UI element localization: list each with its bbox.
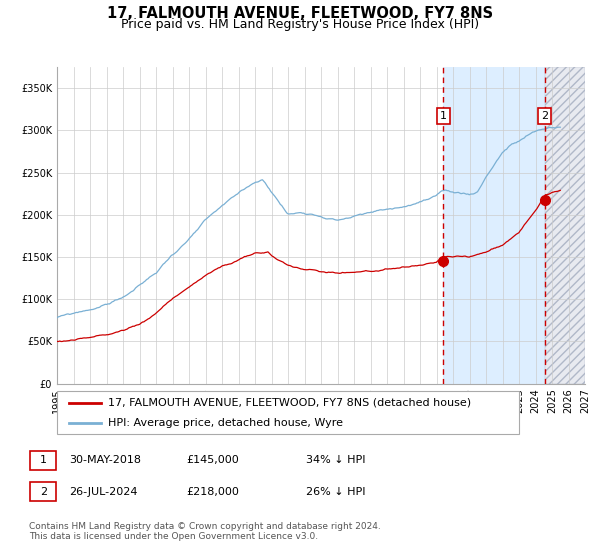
Text: 17, FALMOUTH AVENUE, FLEETWOOD, FY7 8NS (detached house): 17, FALMOUTH AVENUE, FLEETWOOD, FY7 8NS …: [108, 398, 471, 408]
Text: Price paid vs. HM Land Registry's House Price Index (HPI): Price paid vs. HM Land Registry's House …: [121, 18, 479, 31]
Text: 1: 1: [440, 111, 447, 122]
Bar: [443, 67, 545, 384]
Text: £218,000: £218,000: [186, 487, 239, 497]
Text: 2: 2: [541, 111, 548, 122]
Text: £145,000: £145,000: [186, 455, 239, 465]
Bar: [545, 67, 585, 384]
Text: Contains HM Land Registry data © Crown copyright and database right 2024.
This d: Contains HM Land Registry data © Crown c…: [29, 522, 380, 542]
Bar: [545, 67, 585, 384]
Text: 30-MAY-2018: 30-MAY-2018: [69, 455, 141, 465]
Text: 17, FALMOUTH AVENUE, FLEETWOOD, FY7 8NS: 17, FALMOUTH AVENUE, FLEETWOOD, FY7 8NS: [107, 6, 493, 21]
Text: 34% ↓ HPI: 34% ↓ HPI: [306, 455, 365, 465]
Text: 2: 2: [40, 487, 47, 497]
Text: 26% ↓ HPI: 26% ↓ HPI: [306, 487, 365, 497]
Text: HPI: Average price, detached house, Wyre: HPI: Average price, detached house, Wyre: [108, 418, 343, 428]
Text: 1: 1: [40, 455, 47, 465]
Text: 26-JUL-2024: 26-JUL-2024: [69, 487, 137, 497]
